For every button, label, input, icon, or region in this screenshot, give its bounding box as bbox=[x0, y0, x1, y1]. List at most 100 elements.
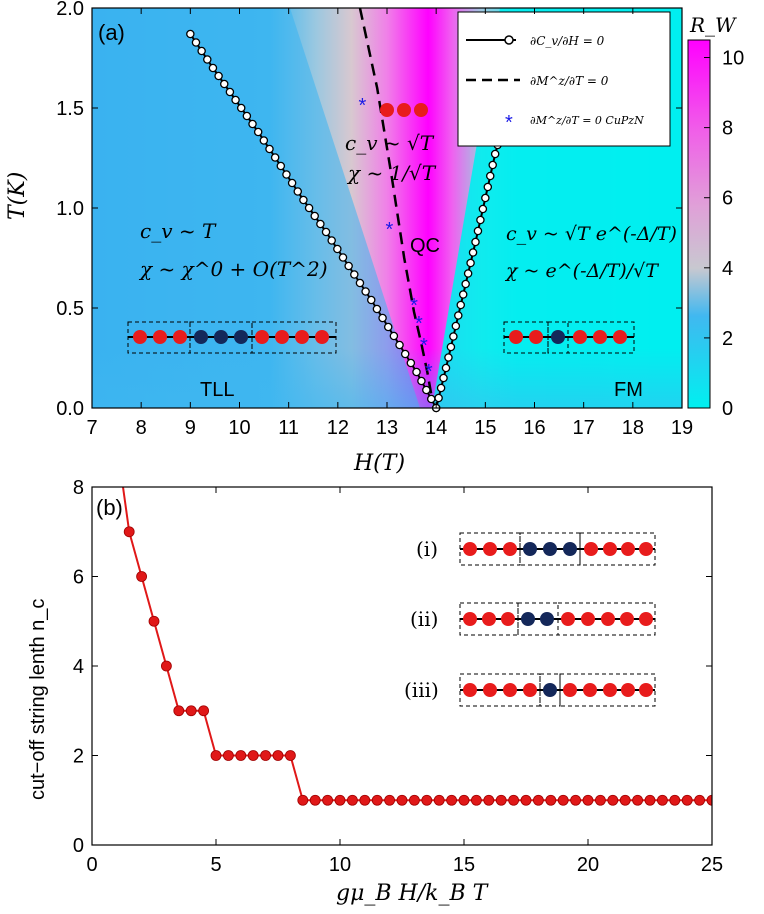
inset-ii: (ii) bbox=[410, 602, 656, 636]
dcv-dh-marker bbox=[259, 136, 269, 145]
legend-asterisk: * bbox=[505, 112, 513, 134]
dcv-dh-marker bbox=[468, 248, 478, 257]
colorbar-tick-label: 6 bbox=[722, 188, 733, 210]
panel-b-x-ticks: 0 5 10 15 20 25 bbox=[86, 487, 723, 876]
nc-point bbox=[384, 794, 396, 806]
dcv-dh-marker bbox=[361, 287, 370, 296]
dcv-dh-marker bbox=[406, 358, 416, 368]
dcv-dh-marker bbox=[454, 311, 463, 320]
cupzn-point: * bbox=[410, 295, 418, 317]
dcv-dh-marker bbox=[186, 29, 195, 39]
nc-point bbox=[694, 794, 705, 806]
inset-iii-label: (iii) bbox=[404, 678, 439, 702]
dcv-dh-marker bbox=[282, 170, 291, 179]
dcv-dh-marker bbox=[466, 258, 475, 268]
nc-point bbox=[508, 794, 519, 806]
x-tick-label: 14 bbox=[425, 417, 447, 439]
panel-a: ****** (a) c_v ~ T χ ~ χ^0 + O(T^2) TLL … bbox=[5, 0, 744, 476]
nc-point bbox=[136, 571, 148, 582]
dcv-dh-marker bbox=[485, 171, 495, 181]
y-tick-label: 1.0 bbox=[56, 198, 84, 220]
nc-point bbox=[309, 794, 321, 806]
colorbar-label: R_W bbox=[689, 13, 737, 37]
nc-point bbox=[297, 794, 309, 806]
y-tick-label: 2.0 bbox=[56, 0, 84, 20]
cupzn-point: * bbox=[425, 361, 433, 383]
legend-entry-cupzn: ∂M^z/∂T = 0 CuPzN bbox=[530, 114, 644, 127]
inset-i: (i) bbox=[416, 532, 656, 566]
spin-chain-fm bbox=[503, 321, 635, 354]
dcv-dh-marker bbox=[338, 253, 348, 262]
nc-point bbox=[185, 705, 197, 717]
tll-label: TLL bbox=[200, 379, 234, 401]
dcv-dh-marker bbox=[378, 313, 387, 323]
dcv-dh-marker bbox=[191, 38, 201, 47]
nc-point bbox=[570, 794, 581, 806]
y-tick-label: 0.5 bbox=[56, 298, 84, 320]
dcv-dh-marker bbox=[449, 332, 458, 341]
x-tick-label: 10 bbox=[228, 417, 250, 439]
cupzn-point: * bbox=[420, 335, 428, 357]
panel-b-background bbox=[92, 487, 712, 845]
nc-point bbox=[533, 794, 544, 806]
x-tick-label: 12 bbox=[327, 417, 349, 439]
x-tick-label: 19 bbox=[671, 417, 693, 439]
nc-point bbox=[235, 750, 247, 761]
dcv-dh-marker bbox=[412, 367, 421, 377]
dcv-dh-marker bbox=[426, 394, 436, 404]
nc-point bbox=[198, 705, 210, 717]
nc-point bbox=[483, 794, 495, 806]
panel-a-x-ticks: 7 8 9 10 11 12 13 14 15 16 17 18 19 bbox=[86, 8, 693, 439]
dcv-dh-marker bbox=[436, 383, 446, 393]
nc-point bbox=[408, 794, 420, 806]
dcv-dh-marker bbox=[456, 300, 465, 310]
dcv-dh-marker bbox=[350, 270, 359, 279]
dcv-dh-marker bbox=[270, 153, 280, 162]
dcv-dh-marker bbox=[276, 161, 286, 171]
dcv-dh-marker bbox=[327, 236, 336, 245]
nc-point bbox=[545, 794, 557, 806]
nc-point bbox=[470, 794, 482, 806]
dcv-dh-marker bbox=[310, 211, 319, 221]
fm-formula-cv: c_v ~ √T e^(-Δ/T) bbox=[506, 223, 677, 245]
dcv-dh-marker bbox=[321, 227, 331, 237]
dcv-dh-marker bbox=[476, 215, 485, 225]
dcv-dh-marker bbox=[203, 55, 212, 64]
dcv-dh-marker bbox=[367, 295, 376, 305]
dcv-dh-marker bbox=[214, 71, 223, 81]
dcv-dh-marker bbox=[293, 187, 303, 196]
colorbar-tick-label: 10 bbox=[722, 48, 744, 70]
legend-entry-cv: ∂C_v/∂H = 0 bbox=[530, 34, 605, 48]
nc-point bbox=[706, 794, 712, 806]
legend: ∂C_v/∂H = 0 ∂M^z/∂T = 0 * ∂M^z/∂T = 0 Cu… bbox=[457, 11, 671, 147]
nc-point bbox=[446, 794, 458, 806]
nc-point bbox=[148, 615, 160, 627]
spin-chain-qc bbox=[380, 103, 428, 117]
panel-b-y-ticks: 0 2 4 6 8 bbox=[73, 477, 712, 857]
y-tick-label: 6 bbox=[73, 567, 84, 589]
inset-ii-label: (ii) bbox=[410, 607, 438, 631]
x-tick-label: 15 bbox=[453, 854, 475, 876]
cupzn-point: * bbox=[386, 219, 394, 241]
dcv-dh-marker bbox=[265, 144, 274, 154]
dcv-dh-marker bbox=[299, 195, 308, 205]
colorbar-gradient bbox=[687, 39, 711, 409]
colorbar-tick-label: 0 bbox=[722, 398, 733, 420]
y-tick-label: 4 bbox=[73, 656, 84, 678]
dcv-dh-marker bbox=[383, 322, 393, 332]
dcv-dh-marker bbox=[316, 219, 325, 229]
dcv-dh-marker bbox=[389, 331, 399, 341]
nc-point bbox=[619, 794, 631, 806]
spin-chain-tll bbox=[127, 321, 337, 354]
dcv-dh-marker bbox=[444, 353, 453, 362]
x-tick-label: 17 bbox=[573, 417, 595, 439]
cupzn-point: * bbox=[415, 313, 423, 335]
cupzn-point: * bbox=[359, 95, 367, 117]
x-tick-label: 16 bbox=[523, 417, 545, 439]
panel-b: (b) (i) (ii) bbox=[27, 477, 723, 906]
x-tick-label: 20 bbox=[577, 854, 599, 876]
panel-b-y-axis-title: cut−off string lenth n_c bbox=[27, 599, 49, 800]
colorbar-tick-label: 8 bbox=[722, 118, 733, 140]
x-tick-label: 11 bbox=[278, 417, 299, 439]
